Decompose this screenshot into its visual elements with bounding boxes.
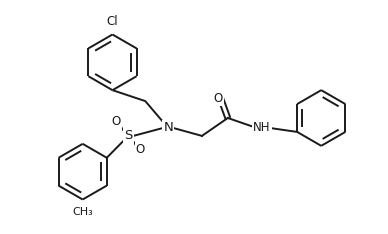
- Text: N: N: [163, 121, 173, 135]
- Text: O: O: [112, 115, 121, 128]
- Text: O: O: [136, 143, 145, 156]
- Text: O: O: [213, 92, 222, 105]
- Text: NH: NH: [253, 121, 270, 135]
- Text: Cl: Cl: [107, 15, 118, 28]
- Text: S: S: [124, 129, 133, 142]
- Text: CH₃: CH₃: [72, 208, 93, 217]
